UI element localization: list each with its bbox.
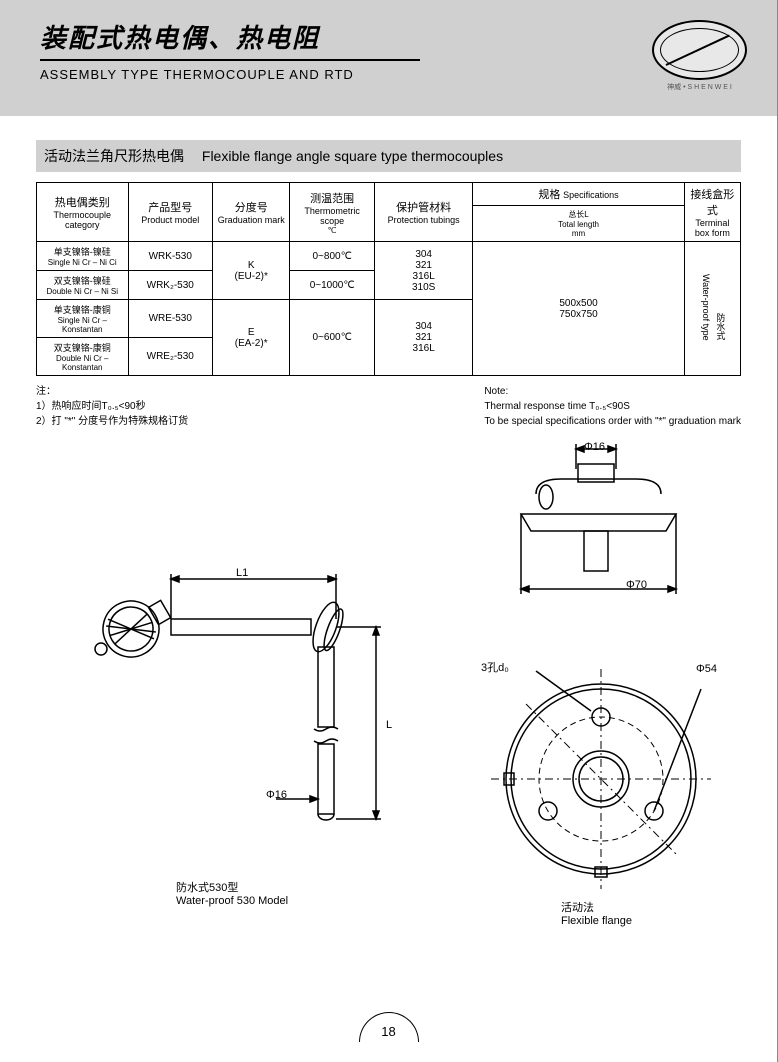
main-title-en: ASSEMBLY TYPE THERMOCOUPLE AND RTD [40,59,420,82]
notes-right: Note: Thermal response time T₀.₅<90S To … [484,384,741,429]
flange-diagram [476,659,726,899]
section-title-bar: 活动法兰角尺形热电偶 Flexible flange angle square … [36,140,741,172]
section-title-cn: 活动法兰角尺形热电偶 [44,148,184,164]
spec-table: 热电偶类别 Thermocouple category 产品型号 Product… [36,182,741,376]
model-530-label: 防水式530型 Water-proof 530 Model [176,879,288,907]
box-form-en: Water-proof type [699,274,711,341]
flange-label: 活动法 Flexible flange [561,899,632,927]
gauge-icon [652,20,747,80]
section-title-en: Flexible flange angle square type thermo… [202,148,503,164]
model-530-diagram [76,569,406,879]
top-view-diagram [466,439,726,619]
notes: 注： 1）热响应时间T₀.₅<90秒 2）打 "*" 分度号作为特殊规格订货 N… [36,384,741,429]
header-band: 装配式热电偶、热电阻 ASSEMBLY TYPE THERMOCOUPLE AN… [0,0,777,116]
page-content: 活动法兰角尺形热电偶 Flexible flange angle square … [0,116,777,959]
dim-phi70: Φ70 [626,579,647,591]
dim-L: L [386,719,392,731]
dim-phi54: Φ54 [696,663,717,675]
page-number: 18 [359,1012,419,1052]
dim-L1: L1 [236,567,248,579]
diagram-area: Φ16 Φ70 [36,439,741,959]
logo: 神威 • S H E N W E I [652,20,747,92]
box-form-cn: 防水式 [714,313,726,340]
holes-label: 3孔d₀ [481,659,509,675]
table-row: 单支镍铬-镍硅 Single Ni Cr – Ni Ci WRK-530 K (… [37,242,741,271]
dim-phi16-b: Φ16 [266,789,287,801]
table-header-row: 热电偶类别 Thermocouple category 产品型号 Product… [37,183,741,206]
dim-phi16: Φ16 [584,441,605,453]
main-title-cn: 装配式热电偶、热电阻 [40,18,737,55]
notes-left: 注： 1）热响应时间T₀.₅<90秒 2）打 "*" 分度号作为特殊规格订货 [36,384,188,429]
logo-subtitle: 神威 • S H E N W E I [652,82,747,92]
